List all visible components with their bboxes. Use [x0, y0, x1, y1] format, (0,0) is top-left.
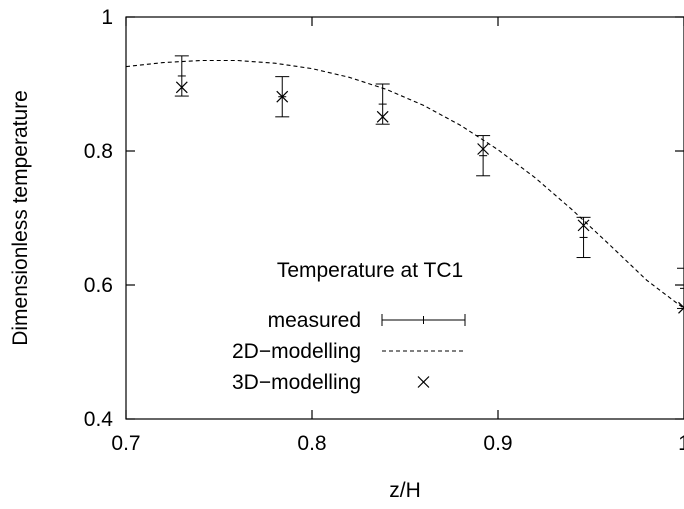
series-3d-modelling [175, 81, 684, 314]
errorbar-point [576, 216, 591, 259]
x-axis-title: z/H [389, 479, 421, 502]
legend-label-measured: measured [268, 309, 361, 332]
y-axis-title: Dimensionless temperature [9, 90, 32, 346]
cross-point [477, 143, 490, 155]
cross-point [175, 81, 188, 94]
plot-frame [125, 16, 684, 420]
axis-ticks: 0.7 0.8 0.9 1 0.4 0.6 0.8 1 [84, 6, 684, 455]
y-tick-label: 0.8 [84, 140, 113, 163]
legend: Temperature at TC1 measured 2D−modelling 3D… [232, 259, 466, 394]
legend-key-3d-modelling [417, 376, 430, 388]
y-tick-label: 1 [101, 6, 113, 29]
errorbar-point [174, 55, 189, 97]
y-tick-label: 0.6 [84, 274, 113, 297]
legend-title: Temperature at TC1 [277, 259, 463, 282]
x-tick-label: 0.8 [297, 432, 326, 455]
series-2d-modelling [125, 59, 684, 309]
x-tick-label: 1 [678, 432, 684, 455]
cross-point [678, 301, 684, 314]
x-tick-label: 0.9 [483, 432, 512, 455]
y-tick-label: 0.4 [84, 408, 114, 431]
errorbar-point [677, 267, 684, 309]
x-tick-label: 0.7 [111, 432, 140, 455]
cross-point [376, 110, 389, 123]
legend-label-2d-modelling: 2D−modelling [232, 340, 361, 363]
cross-point [276, 90, 289, 103]
cross-point [577, 219, 590, 232]
series-line-2d-modelling [125, 59, 684, 309]
legend-key-measured [381, 314, 466, 326]
legend-label-3d-modelling: 3D−modelling [232, 371, 361, 394]
errorbar-point [476, 135, 491, 177]
series-measured [174, 55, 684, 309]
errorbar-point [375, 83, 390, 125]
